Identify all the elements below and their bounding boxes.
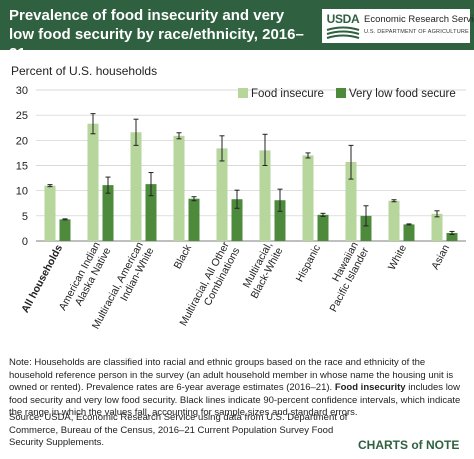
bar-food-insecure	[388, 200, 400, 241]
bar-very-low-food-secure	[446, 232, 458, 241]
note-text-2: includes low food security and very low …	[9, 382, 461, 418]
bar-food-insecure	[44, 185, 56, 241]
bar-food-insecure	[216, 148, 228, 241]
chart-source: Source: USDA, Economic Research Service …	[9, 412, 348, 448]
bar-food-insecure	[87, 123, 99, 241]
x-tick-label-line: Asian	[429, 243, 452, 272]
y-tick-label: 10	[16, 186, 28, 198]
ers-department: U.S. DEPARTMENT OF AGRICULTURE	[364, 29, 469, 35]
legend-label: Very low food secure	[349, 88, 456, 100]
y-tick-label: 0	[22, 236, 28, 248]
y-tick-label: 25	[16, 110, 28, 122]
usda-field-lines-icon	[326, 26, 360, 39]
note-term: Food insecurity	[334, 382, 406, 393]
usda-mark-icon: USDA	[325, 12, 361, 40]
x-tick-label: Black	[171, 242, 194, 271]
bar-very-low-food-secure	[145, 184, 157, 241]
legend-swatch	[336, 88, 346, 98]
bar-food-insecure	[130, 132, 142, 241]
bar-food-insecure	[302, 155, 314, 241]
y-tick-label: 30	[16, 85, 28, 97]
legend-label: Food insecure	[251, 88, 324, 100]
x-tick-label-line: Hispanic	[294, 243, 324, 284]
bar-very-low-food-secure	[231, 199, 243, 241]
bar-food-insecure	[431, 213, 443, 241]
chart-title: Prevalence of food insecurity and very l…	[9, 7, 304, 62]
bar-food-insecure	[259, 150, 271, 241]
bar-food-insecure	[173, 135, 185, 241]
x-tick-label: White	[386, 243, 409, 272]
x-tick-label: Hispanic	[294, 243, 324, 284]
ers-name: Economic Research Service	[364, 14, 474, 25]
bar-very-low-food-secure	[360, 215, 372, 241]
bar-food-insecure	[345, 161, 357, 241]
y-tick-label: 5	[22, 211, 28, 223]
header-bar: Prevalence of food insecurity and very l…	[0, 0, 474, 62]
bar-very-low-food-secure	[102, 185, 114, 241]
y-tick-label: 15	[16, 161, 28, 173]
x-tick-label: Asian	[429, 243, 452, 272]
x-tick-label: Multiracial,Black-White	[238, 240, 286, 301]
charts-of-note-logo: CHARTS of NOTE	[358, 438, 460, 452]
bar-very-low-food-secure	[274, 200, 286, 241]
bar-very-low-food-secure	[317, 214, 329, 241]
usda-logo: USDA Economic Research Service U.S. DEPA…	[322, 9, 474, 43]
bar-very-low-food-secure	[59, 219, 71, 241]
x-tick-label-line: White	[386, 243, 409, 272]
y-axis-label: Percent of U.S. households	[11, 64, 158, 78]
bar-very-low-food-secure	[188, 198, 200, 241]
x-tick-label-line: Black	[171, 242, 194, 271]
legend-swatch	[238, 88, 248, 98]
note-text-1: Note: Households are classified into rac…	[9, 357, 454, 393]
chart-note: Note: Households are classified into rac…	[9, 357, 467, 420]
x-tick-label: HawaiianPacific Islander	[317, 240, 372, 315]
y-tick-label: 20	[16, 135, 28, 147]
bar-very-low-food-secure	[403, 224, 415, 241]
